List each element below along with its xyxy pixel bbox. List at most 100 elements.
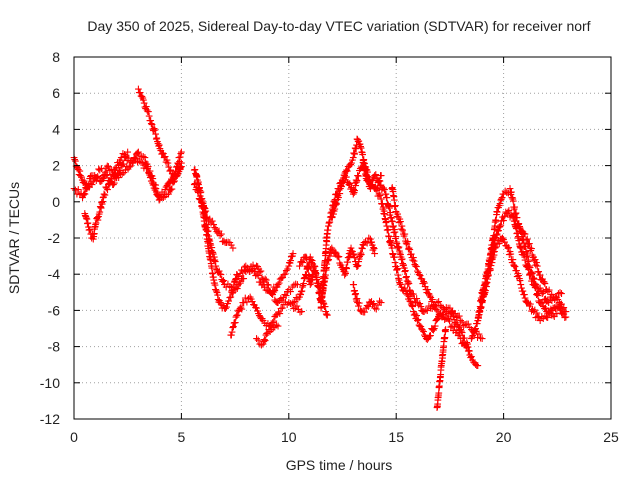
data-point-interp: + — [385, 229, 393, 244]
data-point-interp: + — [174, 162, 182, 177]
data-point-interp: + — [350, 146, 358, 161]
data-point: + — [504, 205, 512, 220]
data-point-interp: + — [352, 142, 360, 157]
data-point-interp: + — [488, 240, 496, 255]
data-point-interp: + — [478, 295, 486, 310]
data-point: + — [425, 286, 433, 301]
data-point-interp: + — [169, 170, 177, 185]
data-point-interp: + — [247, 292, 255, 307]
data-point: + — [259, 337, 267, 352]
data-point-interp: + — [388, 181, 396, 196]
data-point-interp: + — [235, 276, 243, 291]
data-point: + — [332, 187, 340, 202]
data-point-interp: + — [527, 267, 535, 282]
data-point-interp: + — [441, 303, 449, 318]
data-point: + — [173, 169, 181, 184]
data-point-interp: + — [142, 102, 150, 117]
data-point: + — [102, 169, 110, 184]
data-point-interp: + — [403, 270, 411, 285]
data-point-interp: + — [196, 185, 204, 200]
data-point-interp: + — [281, 288, 289, 303]
data-point-interp: + — [489, 241, 497, 256]
data-point-interp: + — [76, 188, 84, 203]
data-point-interp: + — [515, 237, 523, 252]
data-point: + — [480, 283, 488, 298]
data-point-interp: + — [289, 249, 297, 264]
data-point-interp: + — [171, 174, 179, 189]
data-point: + — [253, 259, 261, 274]
data-point-interp: + — [205, 246, 213, 261]
data-point-interp: + — [315, 280, 323, 295]
data-point-interp: + — [398, 252, 406, 267]
data-point: + — [227, 328, 235, 343]
data-point: + — [324, 223, 332, 238]
data-point-interp: + — [303, 251, 311, 266]
data-point: + — [420, 304, 428, 319]
data-point-interp: + — [348, 184, 356, 199]
data-point-interp: + — [147, 117, 155, 132]
data-point: + — [130, 151, 138, 166]
data-point: + — [317, 286, 325, 301]
data-point-interp: + — [296, 305, 304, 320]
data-point-interp: + — [556, 285, 564, 300]
data-point-interp: + — [322, 268, 330, 283]
data-point-interp: + — [150, 122, 158, 137]
data-point-interp: + — [165, 160, 173, 175]
data-point-interp: + — [389, 183, 397, 198]
data-point-interp: + — [176, 150, 184, 165]
data-point-interp: + — [363, 174, 371, 189]
data-point: + — [328, 210, 336, 225]
data-point-interp: + — [226, 235, 234, 250]
data-point-interp: + — [492, 240, 500, 255]
data-point-interp: + — [140, 93, 148, 108]
data-point-interp: + — [83, 212, 91, 227]
data-point-interp: + — [316, 292, 324, 307]
data-point-interp: + — [339, 175, 347, 190]
data-point-interp: + — [308, 253, 316, 268]
y-tick-label: 8 — [52, 49, 60, 65]
data-point-interp: + — [460, 319, 468, 334]
data-point-interp: + — [146, 113, 154, 128]
data-point-interp: + — [358, 161, 366, 176]
data-point-interp: + — [149, 178, 157, 193]
data-point-interp: + — [148, 169, 156, 184]
data-point-interp: + — [509, 194, 517, 209]
data-point-interp: + — [535, 296, 543, 311]
data-point-interp: + — [395, 273, 403, 288]
data-point-interp: + — [161, 150, 169, 165]
data-point-interp: + — [101, 165, 109, 180]
data-point-interp: + — [463, 317, 471, 332]
data-point: + — [500, 187, 508, 202]
data-point-interp: + — [215, 295, 223, 310]
data-point-interp: + — [540, 275, 548, 290]
data-point-interp: + — [265, 283, 273, 298]
data-point-interp: + — [495, 220, 503, 235]
data-point-interp: + — [132, 147, 140, 162]
data-point-interp: + — [529, 278, 537, 293]
data-point-interp: + — [286, 297, 294, 312]
data-point-interp: + — [166, 183, 174, 198]
data-point-interp: + — [346, 176, 354, 191]
data-point-interp: + — [359, 238, 367, 253]
data-point-interp: + — [340, 171, 348, 186]
data-point: + — [405, 241, 413, 256]
data-point-interp: + — [209, 270, 217, 285]
data-point-interp: + — [172, 160, 180, 175]
data-point-interp: + — [360, 153, 368, 168]
data-point-interp: + — [196, 184, 204, 199]
data-point-interp: + — [379, 200, 387, 215]
data-point-interp: + — [204, 236, 212, 251]
data-point-interp: + — [164, 156, 172, 171]
data-point-interp: + — [370, 296, 378, 311]
data-point-interp: + — [472, 358, 480, 373]
data-point: + — [467, 350, 475, 365]
data-point-interp: + — [485, 256, 493, 271]
data-point-interp: + — [358, 241, 366, 256]
data-point-interp: + — [137, 89, 145, 104]
data-point: + — [177, 145, 185, 160]
data-point-interp: + — [232, 273, 240, 288]
data-point-interp: + — [374, 298, 382, 313]
data-point-interp: + — [390, 188, 398, 203]
data-point-interp: + — [271, 293, 279, 308]
data-point-interp: + — [203, 218, 211, 233]
